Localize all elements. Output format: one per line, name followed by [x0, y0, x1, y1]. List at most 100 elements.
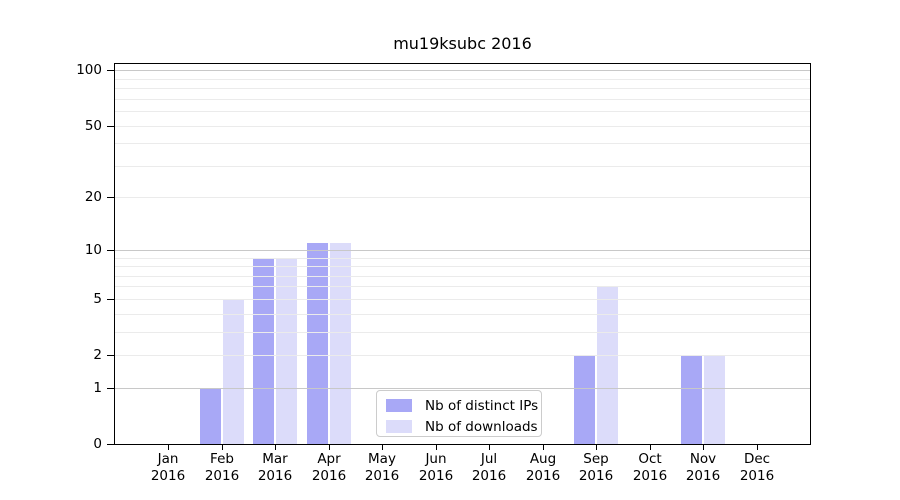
- minor-gridline: [115, 165, 810, 167]
- x-tick-month: May: [368, 451, 396, 467]
- x-tick-label: Apr 2016: [302, 451, 356, 485]
- minor-gridline: [115, 143, 810, 145]
- plot-area: [114, 63, 811, 445]
- x-tick-mark: [650, 445, 651, 450]
- bar-downloads: [222, 298, 244, 444]
- x-tick-year: 2016: [578, 468, 614, 484]
- bar-distinct-ips: [253, 257, 275, 444]
- y-tick-label: 1: [93, 380, 102, 396]
- minor-gridline: [115, 331, 810, 333]
- x-tick-mark: [436, 445, 437, 450]
- y-tick-mark: [107, 388, 114, 389]
- minor-gridline: [115, 125, 810, 127]
- y-tick-label: 5: [93, 291, 102, 307]
- x-tick-year: 2016: [150, 468, 186, 484]
- x-tick-label: Nov 2016: [676, 451, 730, 485]
- x-tick-label: Jun 2016: [409, 451, 463, 485]
- x-tick-label: Dec 2016: [730, 451, 784, 485]
- legend-label: Nb of downloads: [425, 418, 538, 435]
- y-tick-mark: [107, 444, 114, 445]
- y-tick-mark: [107, 250, 114, 251]
- x-tick-month: Aug: [529, 451, 557, 467]
- x-tick-mark: [382, 445, 383, 450]
- x-tick-year: 2016: [418, 468, 454, 484]
- x-tick-month: Mar: [262, 451, 288, 467]
- legend-swatch-distinct-ips: [386, 399, 412, 412]
- x-tick-mark: [489, 445, 490, 450]
- y-tick-mark: [107, 126, 114, 127]
- y-tick-label: 100: [76, 62, 102, 78]
- x-tick-month: Jun: [425, 451, 447, 467]
- x-tick-month: Nov: [689, 451, 717, 467]
- x-tick-month: Jan: [157, 451, 179, 467]
- minor-gridline: [115, 286, 810, 288]
- minor-gridline: [115, 298, 810, 300]
- bar-downloads: [276, 257, 298, 444]
- x-tick-mark: [222, 445, 223, 450]
- major-gridline: [115, 70, 810, 72]
- bar-downloads: [597, 286, 619, 444]
- x-tick-year: 2016: [685, 468, 721, 484]
- bar-downloads: [329, 242, 351, 444]
- minor-gridline: [115, 355, 810, 356]
- x-tick-year: 2016: [471, 468, 507, 484]
- x-tick-month: Jul: [480, 451, 498, 467]
- x-tick-month: Feb: [210, 451, 234, 467]
- bar-distinct-ips: [199, 387, 221, 444]
- x-tick-label: May 2016: [355, 451, 409, 485]
- x-tick-mark: [329, 445, 330, 450]
- minor-gridline: [115, 111, 810, 112]
- legend-item: Nb of distinct IPs: [386, 397, 538, 414]
- x-tick-year: 2016: [525, 468, 561, 484]
- major-gridline: [115, 249, 810, 251]
- x-tick-label: Oct 2016: [623, 451, 677, 485]
- legend-label: Nb of distinct IPs: [425, 397, 539, 414]
- minor-gridline: [115, 88, 810, 89]
- x-tick-label: Jul 2016: [462, 451, 516, 485]
- x-tick-year: 2016: [204, 468, 240, 484]
- minor-gridline: [115, 197, 810, 199]
- x-tick-label: Feb 2016: [195, 451, 249, 485]
- y-tick-mark: [107, 355, 114, 356]
- x-tick-month: Sep: [583, 451, 609, 467]
- y-tick-label: 0: [93, 436, 102, 452]
- minor-gridline: [115, 266, 810, 267]
- bar-distinct-ips: [681, 355, 703, 444]
- y-tick-mark: [107, 70, 114, 71]
- minor-gridline: [115, 98, 810, 100]
- x-tick-month: Dec: [743, 451, 771, 467]
- chart-title: mu19ksubc 2016: [393, 34, 532, 53]
- x-tick-mark: [703, 445, 704, 450]
- y-tick-label: 2: [93, 347, 102, 363]
- x-tick-year: 2016: [364, 468, 400, 484]
- x-tick-mark: [757, 445, 758, 450]
- x-tick-mark: [543, 445, 544, 450]
- x-tick-month: Oct: [638, 451, 662, 467]
- x-tick-year: 2016: [739, 468, 775, 484]
- bar-distinct-ips: [574, 355, 596, 444]
- x-tick-label: Jan 2016: [141, 451, 195, 485]
- y-tick-mark: [107, 197, 114, 198]
- x-tick-mark: [275, 445, 276, 450]
- x-tick-label: Mar 2016: [248, 451, 302, 485]
- x-tick-label: Sep 2016: [569, 451, 623, 485]
- x-tick-mark: [168, 445, 169, 450]
- y-tick-label: 20: [84, 189, 102, 205]
- x-tick-year: 2016: [632, 468, 668, 484]
- minor-gridline: [115, 257, 810, 259]
- minor-gridline: [115, 313, 810, 315]
- legend-item: Nb of downloads: [386, 418, 538, 435]
- y-tick-label: 10: [84, 242, 102, 258]
- y-tick-mark: [107, 299, 114, 300]
- y-tick-label: 50: [84, 118, 102, 134]
- minor-gridline: [115, 78, 810, 80]
- major-gridline: [115, 387, 810, 389]
- bar-downloads: [704, 355, 726, 444]
- minor-gridline: [115, 275, 810, 277]
- x-tick-month: Apr: [317, 451, 341, 467]
- legend-swatch-downloads: [386, 420, 412, 433]
- legend: Nb of distinct IPs Nb of downloads: [376, 390, 542, 437]
- x-tick-year: 2016: [311, 468, 347, 484]
- x-tick-year: 2016: [257, 468, 293, 484]
